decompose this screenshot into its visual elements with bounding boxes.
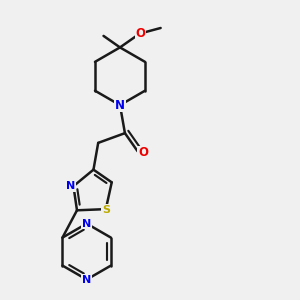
Text: N: N [82, 219, 91, 229]
Text: N: N [115, 99, 125, 112]
Text: N: N [66, 181, 75, 191]
Text: O: O [136, 27, 146, 40]
Text: N: N [82, 274, 91, 285]
Text: S: S [102, 205, 110, 215]
Text: O: O [138, 146, 148, 159]
